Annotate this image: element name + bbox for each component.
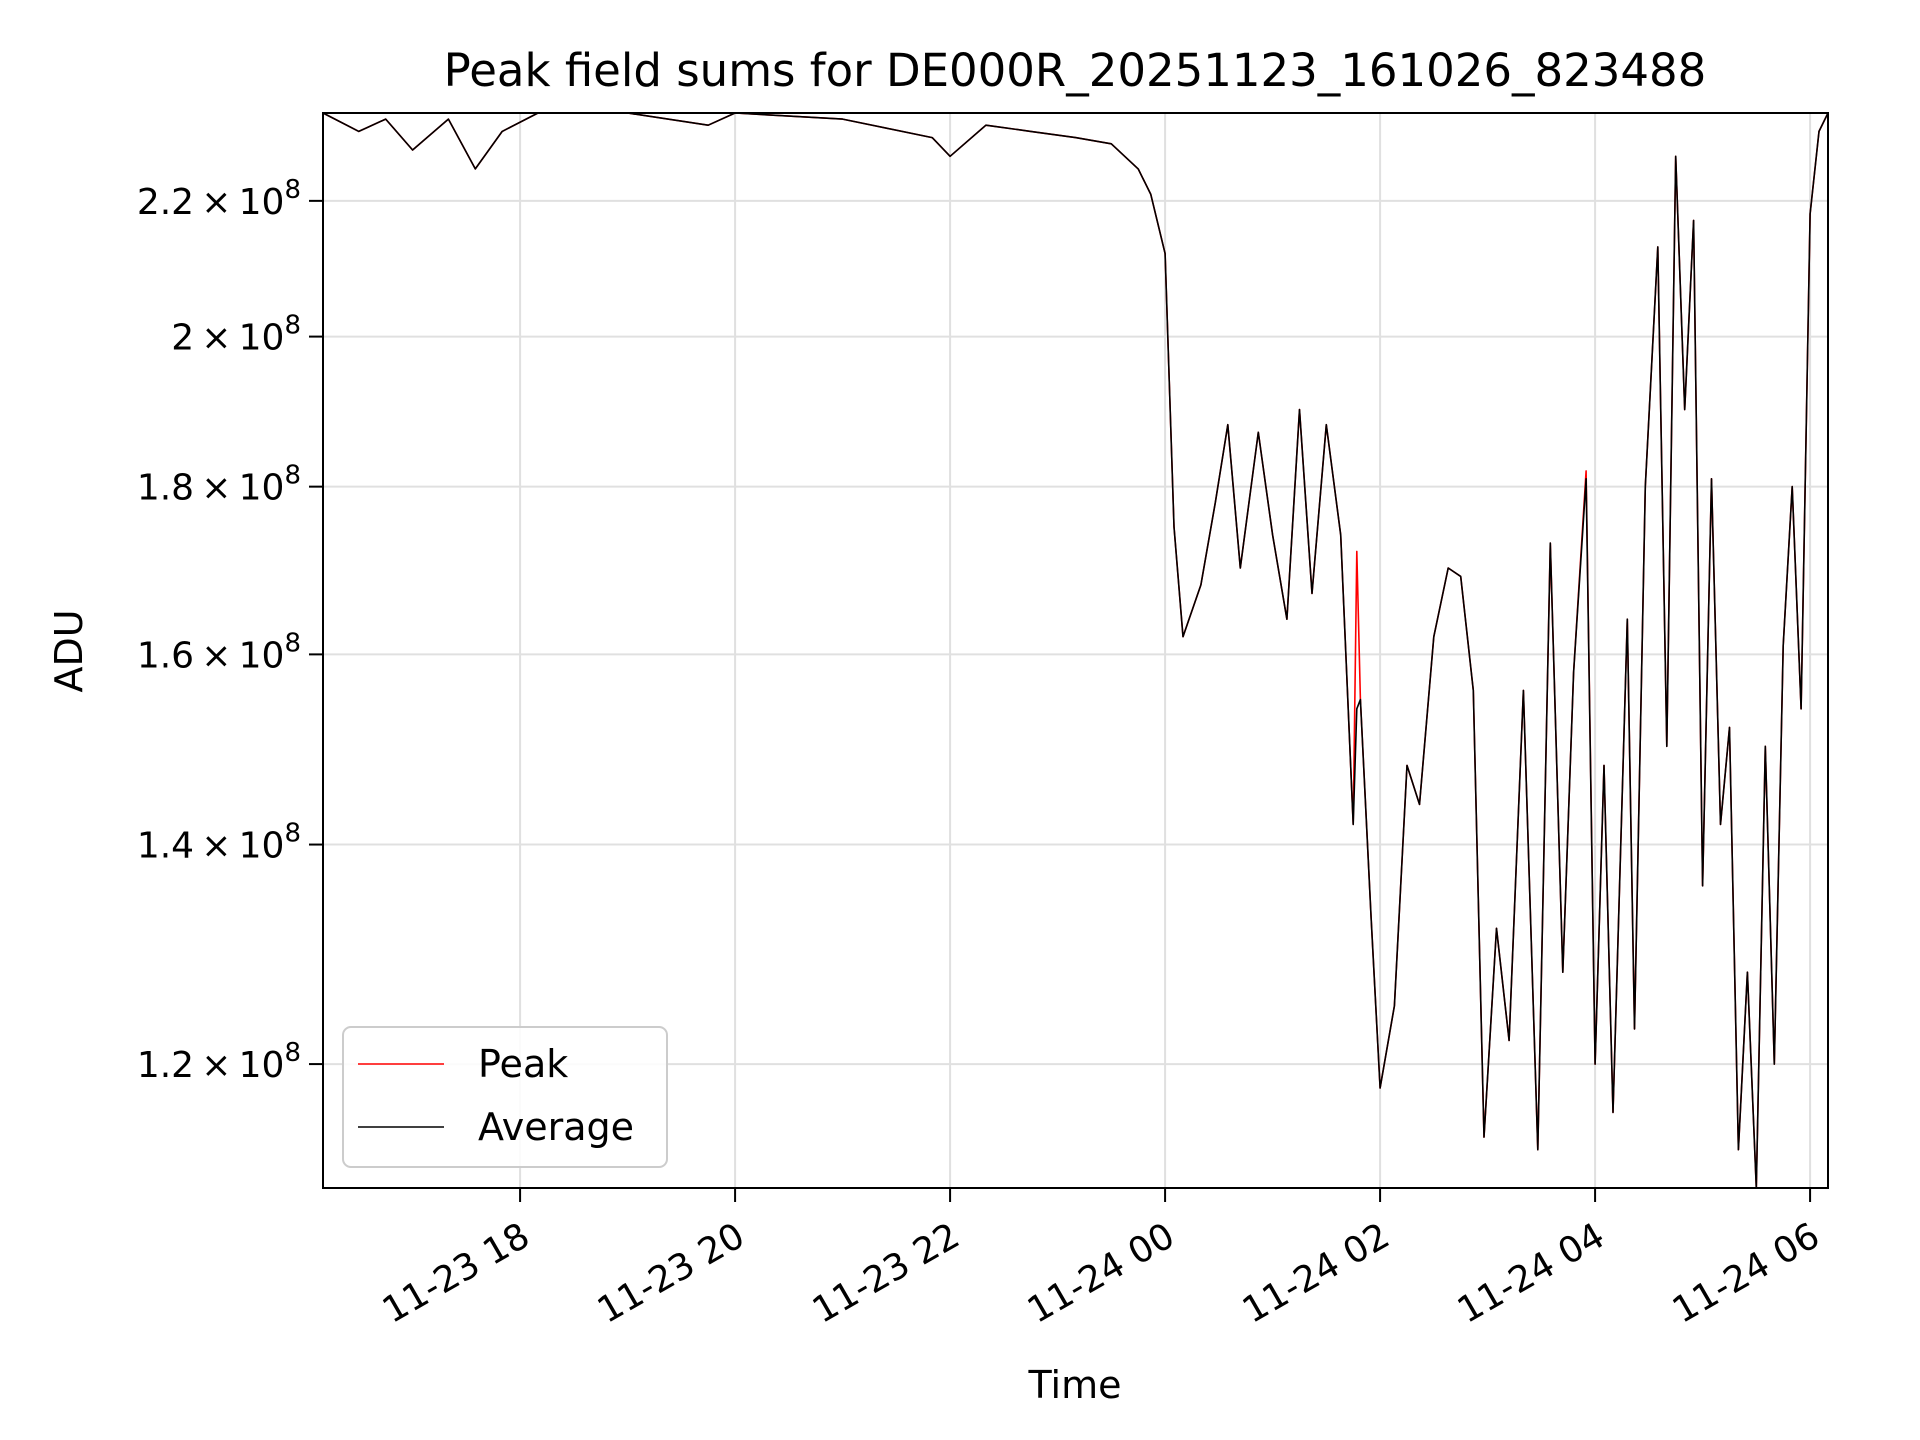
y-tick-exponent: 8 [284,1038,301,1068]
x-axis-label: Time [1028,1363,1122,1407]
y-tick-label: 2 × 108 [171,311,301,359]
y-tick-multiplier: × 10 [194,826,284,867]
chart-title: Peak field sums for DE000R_20251123_1610… [444,44,1707,97]
y-tick-mantissa: 1.2 [137,1045,194,1086]
y-tick-label: 1.8 × 108 [137,461,301,509]
y-tick-exponent: 8 [284,819,301,849]
y-tick-label: 2.2 × 108 [137,175,301,223]
y-tick-mantissa: 2 [171,318,194,359]
y-tick-mantissa: 1.8 [137,468,194,509]
y-tick-exponent: 8 [284,461,301,491]
plot-frame [322,112,1829,1189]
y-tick-label: 1.6 × 108 [137,628,301,676]
y-tick-mantissa: 1.6 [137,635,194,676]
grid [323,113,1828,1188]
plot-series [322,112,1829,1189]
y-tick-multiplier: × 10 [194,635,284,676]
y-tick-multiplier: × 10 [194,182,284,223]
legend: Peak Average [342,1026,668,1168]
y-tick-exponent: 8 [284,628,301,658]
y-tick-mantissa: 1.4 [137,826,194,867]
y-tick-multiplier: × 10 [194,1045,284,1086]
y-tick-label: 1.2 × 108 [137,1038,301,1086]
y-tick-mantissa: 2.2 [137,182,194,223]
y-tick-multiplier: × 10 [194,318,284,359]
y-tick-label: 1.4 × 108 [137,819,301,867]
y-axis-label: ADU [47,609,91,692]
y-tick-multiplier: × 10 [194,468,284,509]
legend-box [342,1026,668,1168]
legend-label-average: Average [478,1105,634,1149]
y-tick-exponent: 8 [284,175,301,205]
legend-label-peak: Peak [478,1042,568,1086]
series-line-average [322,112,1829,1189]
y-tick-exponent: 8 [284,311,301,341]
